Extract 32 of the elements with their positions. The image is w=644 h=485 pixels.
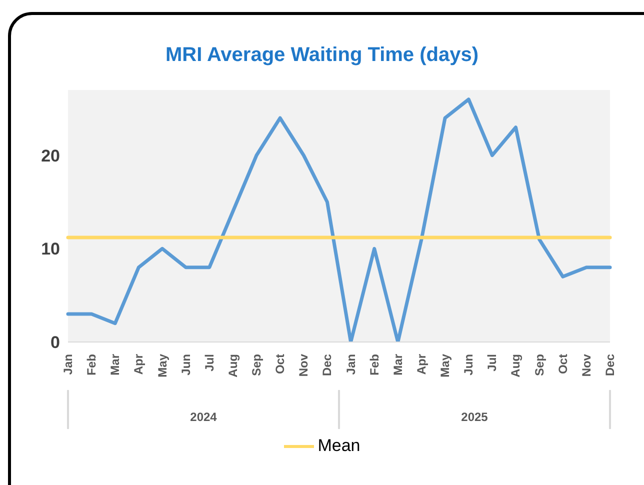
x-tick-label: Jul [202, 354, 216, 372]
x-tick-label: Jun [462, 354, 476, 376]
y-tick-label: 0 [50, 333, 60, 352]
line-series [66, 98, 612, 342]
x-tick-label: Sep [532, 354, 546, 376]
x-tick-label: Aug [226, 354, 240, 378]
legend-label: Mean [318, 436, 360, 456]
x-tick-label: Dec [603, 354, 617, 376]
x-tick-label: Jan [61, 354, 75, 375]
x-tick-label: Feb [367, 354, 382, 376]
y-tick-label: 20 [41, 146, 60, 166]
x-tick-label: Jun [178, 354, 193, 376]
x-tick-label: Apr [414, 354, 428, 375]
x-tick-label: Jan [344, 354, 358, 375]
x-tick-label: Mar [108, 354, 122, 376]
x-tick-label: Mar [390, 354, 405, 376]
x-tick-label: Dec [320, 354, 334, 376]
x-tick-label: May [438, 354, 452, 378]
y-tick-label: 10 [41, 240, 60, 259]
x-tick-label: Oct [273, 354, 288, 374]
text: 2025 [460, 410, 489, 424]
x-tick-label: Apr [132, 354, 146, 375]
x-tick-label: Feb [84, 354, 99, 376]
x-tick-label: Nov [579, 354, 594, 377]
x-tick-label: Oct [556, 354, 570, 374]
x-tick-label: Jul [485, 354, 500, 372]
x-tick-label: Nov [296, 354, 311, 377]
x-tick-label: May [155, 354, 170, 378]
x-tick-label: Aug [508, 354, 523, 378]
chart-title: MRI Average Waiting Time (days) [164, 44, 480, 67]
text: 2024 [189, 410, 218, 424]
x-tick-label: Sep [250, 354, 264, 376]
